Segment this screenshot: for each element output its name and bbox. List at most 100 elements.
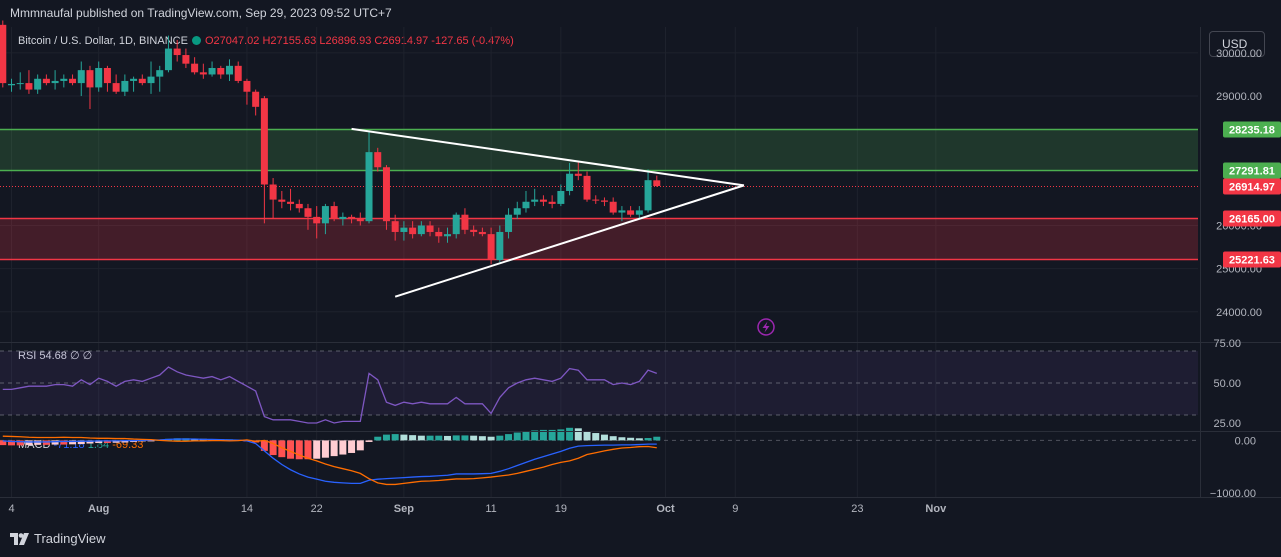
x-tick-label: 14 bbox=[241, 503, 253, 515]
candle-body bbox=[470, 229, 478, 232]
candle-body bbox=[138, 78, 146, 84]
candle-body bbox=[34, 78, 42, 90]
x-tick-label: Nov bbox=[925, 503, 947, 515]
macd-histogram-bar bbox=[487, 436, 495, 441]
trendlines bbox=[351, 127, 745, 298]
macd-histogram-bar bbox=[103, 440, 111, 444]
rsi-tick-label: 25.00 bbox=[1213, 418, 1241, 430]
macd-histogram-bar bbox=[112, 440, 120, 443]
candle-body bbox=[539, 199, 547, 202]
candle-body bbox=[95, 67, 103, 88]
macd-histogram-bar bbox=[25, 440, 33, 446]
macd-histogram-bar bbox=[444, 435, 451, 441]
candle-body bbox=[609, 201, 617, 213]
price-level-label: 28235.18 bbox=[1229, 125, 1275, 137]
macd-histogram-bar bbox=[313, 440, 321, 459]
macd-histogram-bar bbox=[374, 436, 382, 441]
candle-body bbox=[330, 206, 338, 220]
candle-body bbox=[51, 80, 59, 84]
macd-histogram-bar bbox=[147, 440, 155, 442]
candle-body bbox=[635, 210, 643, 215]
macd-histogram-bar bbox=[287, 440, 295, 459]
candle-body bbox=[156, 70, 164, 77]
zones bbox=[0, 129, 1198, 260]
macd-pane bbox=[0, 427, 1198, 486]
candle-body bbox=[295, 203, 303, 209]
macd-histogram-bar bbox=[69, 440, 77, 445]
ohlc-open: O27047.02 bbox=[204, 35, 260, 47]
macd-histogram-bar bbox=[34, 440, 42, 445]
ohlc-change: -127.65 (-0.47%) bbox=[431, 35, 514, 47]
candle-body bbox=[321, 206, 329, 224]
ohlc-close: C26914.97 bbox=[374, 35, 429, 47]
candle-body bbox=[574, 173, 582, 176]
candle-body bbox=[278, 199, 286, 202]
ohlc-high: H27155.63 bbox=[262, 35, 317, 47]
signal-line bbox=[2, 435, 657, 486]
macd-histogram-bar bbox=[592, 433, 600, 441]
candle-body bbox=[0, 24, 7, 84]
candle-body bbox=[557, 190, 565, 204]
macd-histogram-bar bbox=[86, 440, 94, 444]
flash-icon[interactable] bbox=[757, 318, 775, 336]
price-level-tag bbox=[1223, 162, 1281, 179]
macd-histogram-bar bbox=[635, 438, 643, 441]
candle-body bbox=[374, 152, 382, 168]
macd-histogram-bar bbox=[435, 435, 443, 441]
macd-tick-label: 0.00 bbox=[1235, 435, 1256, 447]
candle-body bbox=[592, 199, 600, 201]
candle-body bbox=[103, 67, 111, 84]
price-level-tag bbox=[1223, 121, 1281, 138]
candle-body bbox=[260, 98, 268, 185]
triangle-trendline bbox=[351, 127, 745, 187]
market-status-dot bbox=[191, 36, 201, 45]
macd-histogram-bar bbox=[278, 440, 286, 458]
candle-body bbox=[365, 152, 373, 222]
rsi-legend-text: RSI 54.68 ∅ ∅ bbox=[18, 350, 93, 362]
candle-body bbox=[199, 72, 207, 75]
candle-body bbox=[25, 83, 33, 90]
macd-histogram-bar bbox=[539, 429, 547, 441]
candle-body bbox=[644, 180, 652, 211]
y-tick-label: 24000.00 bbox=[1216, 307, 1262, 319]
macd-histogram-bar bbox=[42, 440, 50, 445]
x-tick-label: 19 bbox=[555, 503, 567, 515]
symbol-name: Bitcoin / U.S. Dollar, 1D, BINANCE bbox=[18, 35, 188, 47]
candle-body bbox=[42, 78, 50, 84]
candle-body bbox=[487, 234, 495, 261]
currency-button[interactable]: USD bbox=[1209, 31, 1265, 57]
candle-body bbox=[522, 201, 530, 209]
macd-histogram-bar bbox=[566, 427, 574, 441]
candle-body bbox=[208, 67, 216, 75]
footer-brand: TradingView bbox=[34, 531, 106, 546]
candle-body bbox=[164, 48, 172, 71]
symbol-legend: Bitcoin / U.S. Dollar, 1D, BINANCE O27047… bbox=[18, 35, 514, 47]
x-tick-label: 22 bbox=[311, 503, 323, 515]
y-tick-label: 30000.00 bbox=[1216, 48, 1262, 60]
candle-body bbox=[356, 219, 364, 222]
candle-body bbox=[121, 80, 129, 92]
macd-histogram-bar bbox=[548, 429, 556, 441]
candle-body bbox=[409, 227, 417, 235]
rsi-line bbox=[2, 366, 658, 424]
macd-histogram-bar bbox=[295, 440, 303, 460]
macd-histogram-bar bbox=[531, 430, 539, 441]
candle-body bbox=[444, 234, 451, 237]
macd-histogram-bar bbox=[470, 435, 478, 441]
candle-body bbox=[217, 67, 225, 75]
macd-histogram-bar bbox=[609, 436, 617, 441]
candle-body bbox=[627, 210, 635, 215]
rsi-legend: RSI 54.68 ∅ ∅ bbox=[18, 349, 92, 362]
axes: 4 Aug 14 22 Sep 11 19 Oct 9 23 Nov 30000.00 29000.00… bbox=[0, 27, 1281, 515]
candle-body bbox=[304, 208, 312, 217]
macd-histogram-bar bbox=[121, 440, 129, 443]
x-tick-label: 23 bbox=[851, 503, 863, 515]
candle-body bbox=[147, 76, 155, 84]
candle-body bbox=[435, 231, 443, 237]
candle-body bbox=[86, 70, 94, 88]
candle-body bbox=[16, 83, 24, 85]
macd-histogram-bar bbox=[356, 440, 364, 451]
footer[interactable]: TradingView bbox=[10, 531, 106, 546]
x-tick-label: 11 bbox=[485, 503, 496, 515]
